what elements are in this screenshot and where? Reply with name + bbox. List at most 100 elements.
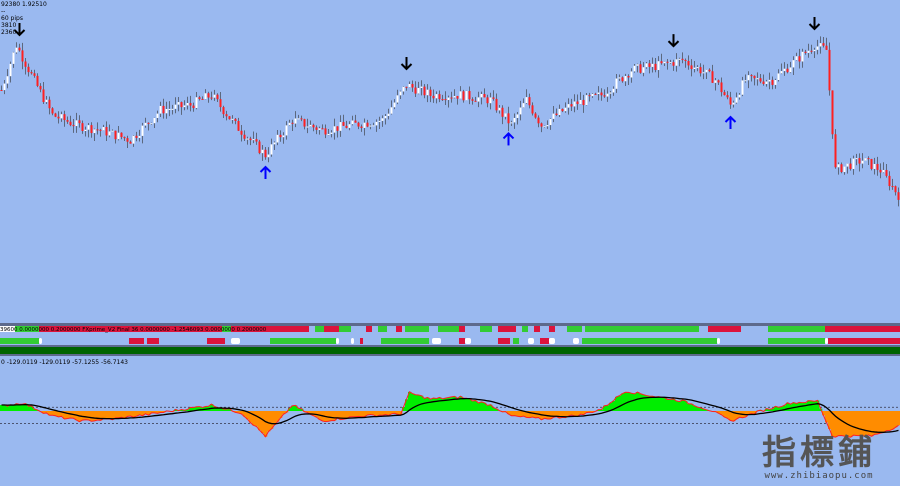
- candle-body: [661, 61, 663, 63]
- candle-body: [433, 96, 435, 98]
- oscillator-bar: [813, 401, 816, 411]
- candle-body: [892, 186, 894, 187]
- candle-body: [514, 118, 516, 122]
- signal-segment: [270, 338, 336, 344]
- oscillator-bar: [126, 411, 129, 416]
- candle-body: [394, 103, 396, 108]
- candle-body: [601, 93, 603, 96]
- candle-body: [418, 88, 420, 94]
- candle-body: [475, 101, 477, 102]
- candle-body: [712, 71, 714, 83]
- candle-body: [82, 123, 84, 131]
- oscillator-bar: [606, 405, 609, 411]
- arrow-up-icon: [261, 167, 271, 179]
- candle-body: [895, 186, 897, 192]
- candle-body: [376, 122, 378, 125]
- candle-body: [406, 87, 408, 88]
- candle-body: [178, 102, 180, 105]
- oscillator-bar: [267, 411, 270, 431]
- candle-body: [436, 94, 438, 98]
- candle-body: [259, 142, 261, 154]
- candle-body: [664, 62, 666, 63]
- candle-body: [703, 72, 705, 73]
- candle-body: [751, 75, 753, 76]
- candle-body: [361, 127, 363, 128]
- oscillator-bar: [252, 411, 255, 425]
- info-price: 92380 1.92510: [1, 1, 47, 8]
- candle-body: [847, 164, 849, 167]
- oscillator-bar: [648, 396, 651, 411]
- oscillator-bar: [360, 411, 363, 417]
- candle-body: [598, 93, 600, 94]
- signal-segment: [828, 338, 900, 344]
- candle-body: [829, 50, 831, 90]
- oscillator-bar: [516, 411, 519, 416]
- oscillator-bar: [657, 397, 660, 411]
- oscillator-bar: [12, 405, 15, 411]
- oscillator-bar: [384, 411, 387, 415]
- candle-body: [463, 91, 465, 100]
- candle-body: [52, 108, 54, 113]
- candle-body: [592, 94, 594, 96]
- oscillator-bar: [414, 395, 417, 411]
- candle-body: [331, 133, 333, 134]
- candle-body: [409, 84, 411, 87]
- oscillator-bar: [477, 403, 480, 411]
- oscillator-bar: [660, 397, 663, 411]
- candle-body: [364, 123, 366, 128]
- oscillator-bar: [114, 411, 117, 418]
- candle-body: [124, 137, 126, 138]
- candle-body: [709, 70, 711, 72]
- signal-segment: [459, 326, 465, 332]
- candle-body: [412, 84, 414, 88]
- candle-body: [451, 98, 453, 99]
- candle-body: [898, 192, 900, 200]
- candle-body: [838, 164, 840, 167]
- oscillator-bar: [879, 411, 882, 433]
- candle-body: [763, 82, 765, 84]
- candle-body: [346, 126, 348, 128]
- candle-body: [457, 96, 459, 99]
- candle-body: [808, 51, 810, 53]
- candle-body: [127, 138, 129, 142]
- signal-segment: [549, 338, 555, 344]
- oscillator-bar: [642, 395, 645, 411]
- candle-body: [298, 118, 300, 119]
- candle-body: [106, 127, 108, 135]
- oscillator-bar: [678, 402, 681, 411]
- candle-body: [688, 61, 690, 65]
- candle-body: [862, 161, 864, 164]
- candle-body: [796, 56, 798, 60]
- oscillator-bar: [117, 411, 120, 418]
- price-chart[interactable]: [0, 0, 900, 323]
- candle-body: [16, 48, 18, 53]
- signal-segment: [147, 338, 159, 344]
- candle-body: [517, 114, 519, 118]
- candle-body: [826, 46, 828, 50]
- candle-body: [85, 130, 87, 131]
- oscillator-bar: [873, 411, 876, 434]
- candle-body: [844, 167, 846, 172]
- candle-body: [541, 123, 543, 126]
- candle-body: [151, 123, 153, 124]
- candle-body: [73, 125, 75, 126]
- candle-body: [472, 99, 474, 101]
- candle-body: [547, 125, 549, 126]
- arrow-up-icon: [726, 117, 736, 129]
- arrow-down-icon: [669, 34, 679, 46]
- candle-body: [277, 135, 279, 143]
- candle-body: [721, 82, 723, 92]
- candle-body: [757, 78, 759, 79]
- candle-body: [640, 64, 642, 73]
- candle-body: [289, 123, 291, 126]
- candle-body: [685, 60, 687, 61]
- oscillator-bar: [258, 411, 261, 430]
- candle-body: [220, 99, 222, 107]
- oscillator-bar: [417, 395, 420, 411]
- candle-body: [247, 139, 249, 140]
- oscillator-bar: [138, 411, 141, 415]
- candle-body: [736, 97, 738, 102]
- candle-body: [811, 51, 813, 52]
- candle-body: [430, 90, 432, 96]
- oscillator-bar: [726, 411, 729, 418]
